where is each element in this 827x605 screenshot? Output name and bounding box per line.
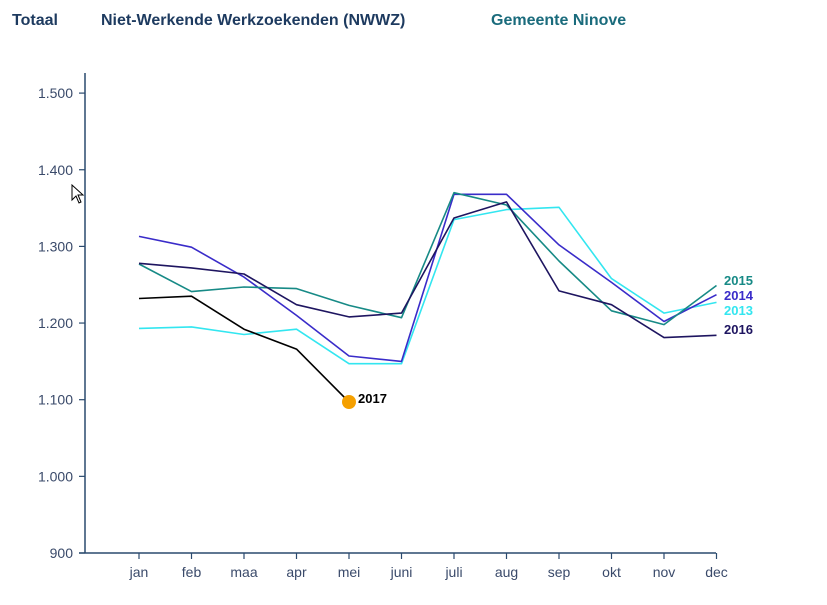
mouse-cursor-icon bbox=[71, 184, 85, 204]
y-tick-label: 1.300 bbox=[38, 238, 73, 254]
x-tick-label: mei bbox=[338, 564, 361, 580]
x-tick-label: okt bbox=[602, 564, 621, 580]
y-tick-label: 1.200 bbox=[38, 315, 73, 331]
last-point-marker bbox=[342, 394, 356, 409]
series-label-2015: 2015 bbox=[724, 273, 753, 288]
x-tick-label: maa bbox=[230, 564, 257, 580]
y-tick-label: 1.400 bbox=[38, 162, 73, 178]
x-tick-label: aug bbox=[495, 564, 518, 580]
x-tick-label: jan bbox=[129, 564, 149, 580]
series-label-2016: 2016 bbox=[724, 322, 753, 337]
y-tick-label: 1.500 bbox=[38, 85, 73, 101]
series-line-2016 bbox=[138, 201, 717, 339]
series-line-2017 bbox=[138, 295, 350, 403]
header-region: Gemeente Ninove bbox=[491, 12, 627, 29]
x-tick-label: feb bbox=[182, 564, 202, 580]
series-line-2013 bbox=[138, 206, 717, 365]
x-tick-label: juni bbox=[390, 564, 413, 580]
x-tick-label: apr bbox=[286, 564, 307, 580]
header-category: Niet-Werkende Werkzoekenden (NWWZ) bbox=[101, 12, 406, 29]
x-tick-label: juli bbox=[444, 564, 462, 580]
y-tick-label: 900 bbox=[50, 545, 74, 561]
series-label-2014: 2014 bbox=[724, 288, 754, 303]
y-tick-label: 1.000 bbox=[38, 468, 73, 484]
series-line-2014 bbox=[138, 193, 717, 363]
series-label-2013: 2013 bbox=[724, 303, 753, 318]
series-line-2015 bbox=[138, 191, 717, 326]
x-tick-label: nov bbox=[653, 564, 676, 580]
series-label-2017: 2017 bbox=[358, 391, 387, 406]
x-tick-label: dec bbox=[705, 564, 728, 580]
header-total: Totaal bbox=[12, 12, 58, 29]
y-tick-label: 1.100 bbox=[38, 392, 73, 408]
x-tick-label: sep bbox=[548, 564, 571, 580]
